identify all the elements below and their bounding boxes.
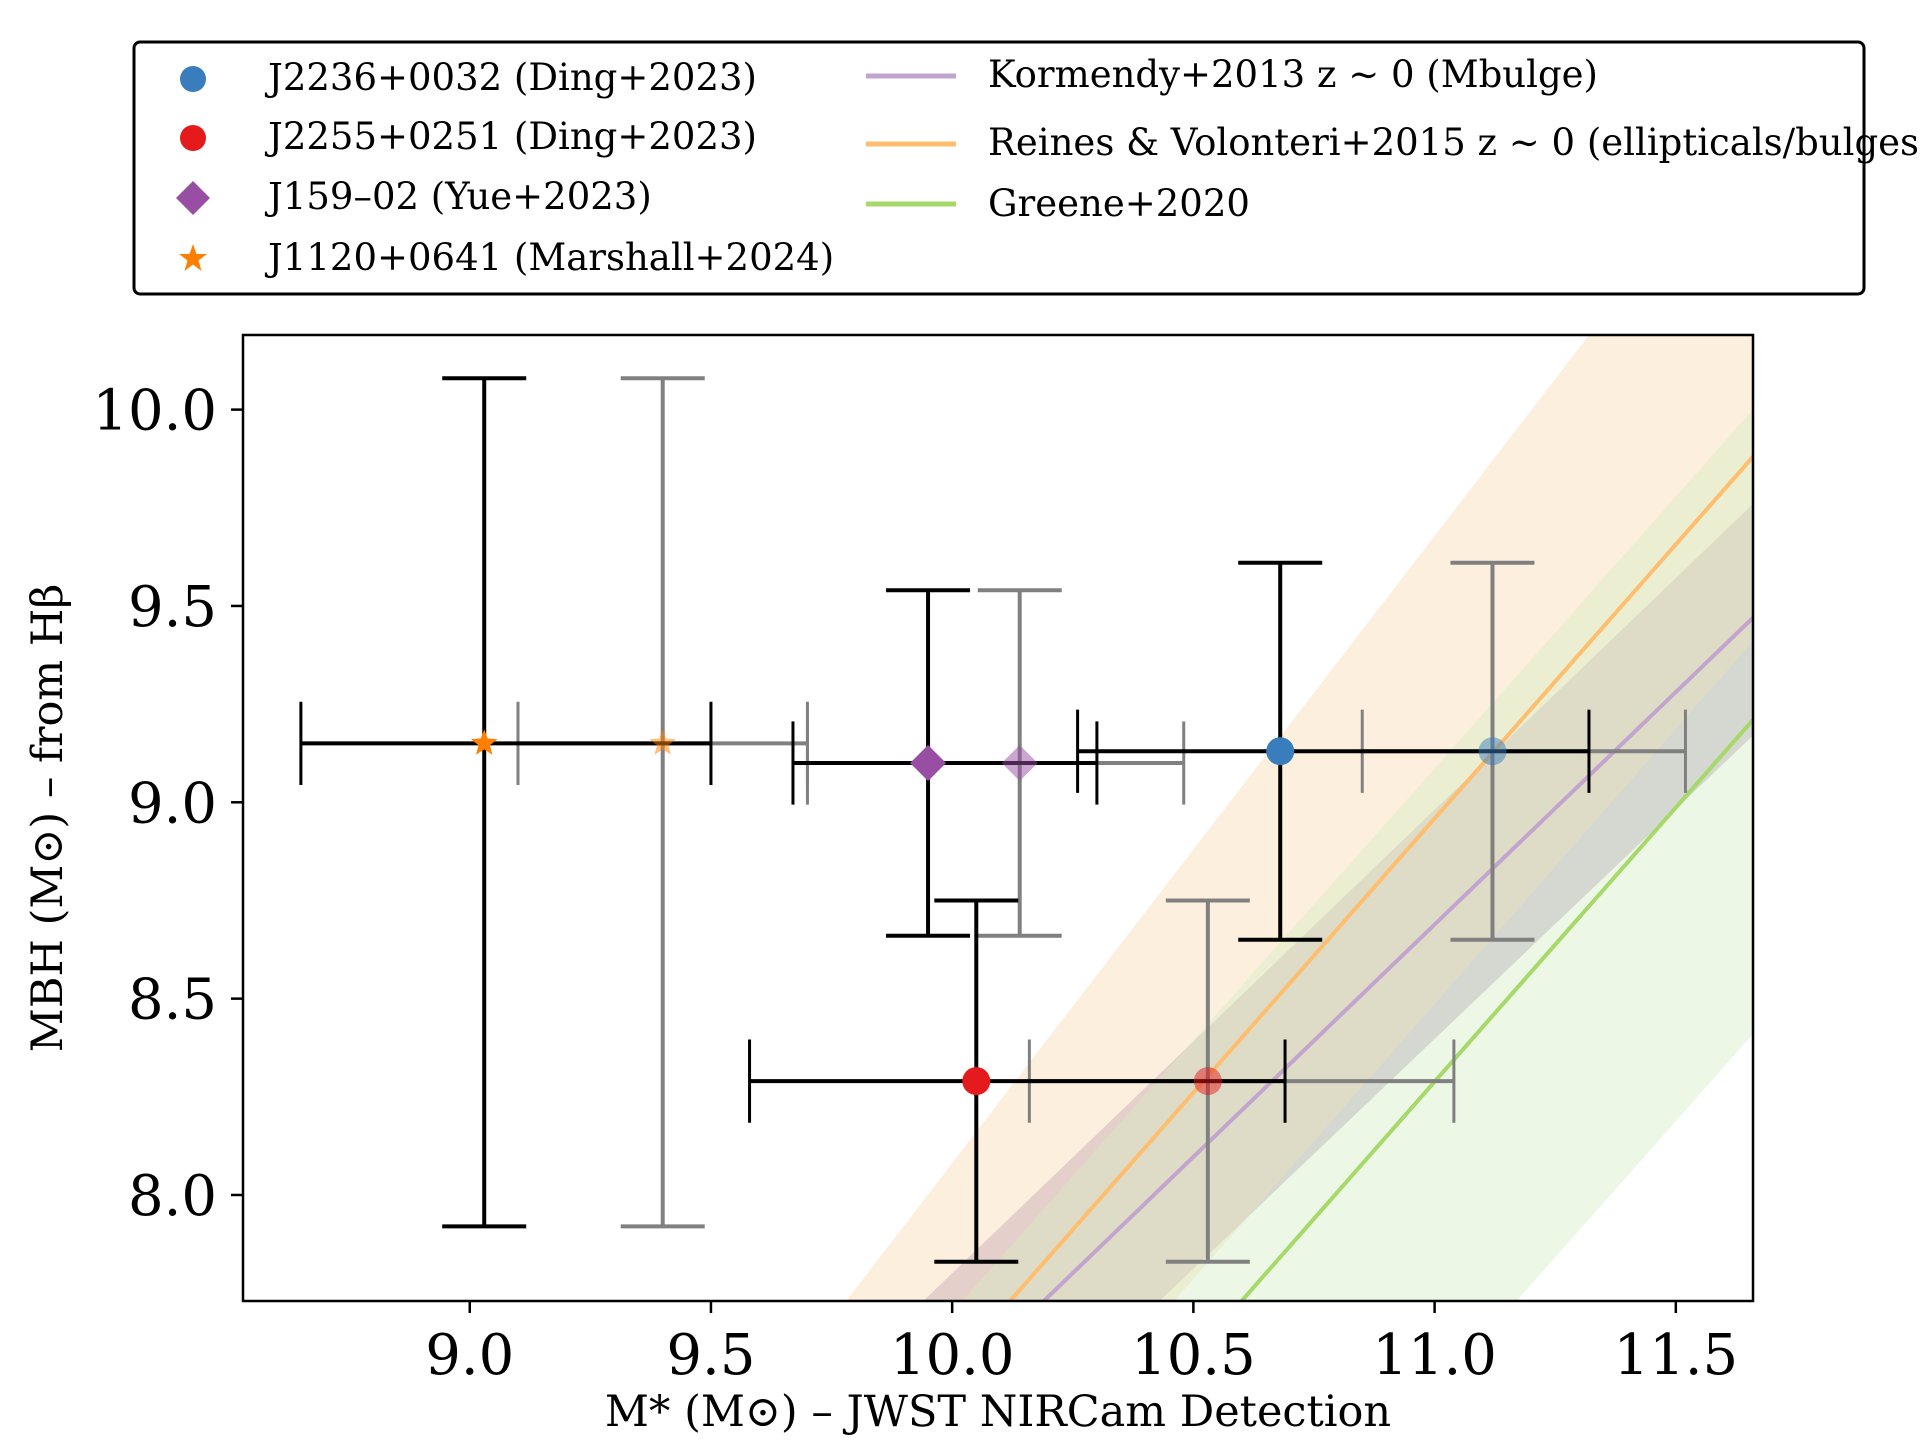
y-tick-label-2: 9.0 — [128, 771, 217, 836]
y-tick-label-3: 9.5 — [128, 575, 217, 640]
data-markers — [470, 729, 1507, 1096]
legend-label-j1120: J1120+0641 (Marshall+2024) — [264, 236, 834, 279]
plot-frame — [241, 333, 1755, 1303]
data-point-3-1 — [649, 729, 676, 755]
data-point-2-0 — [910, 745, 947, 782]
y-axis-label: MBH (M⊙) – from Hβ — [23, 584, 73, 1052]
relation-band-0 — [923, 503, 1753, 1301]
legend-reines-name: Reines & Volonteri+2015 — [988, 121, 1466, 164]
data-point-0-0 — [1266, 737, 1295, 766]
relation-line-0 — [1042, 616, 1753, 1301]
y-ticks: 8.0 8.5 9.0 9.5 10.0 — [92, 379, 243, 1229]
data-point-0-1 — [1478, 737, 1507, 766]
errorbar-3-1 — [516, 376, 809, 1229]
legend-label-j159: J159–02 (Yue+2023) — [264, 175, 652, 218]
x-ticks: 9.0 9.5 10.0 10.5 11.0 11.5 — [425, 1301, 1738, 1388]
legend-label-reines: Reines & Volonteri+2015 z ∼ 0 (elliptica… — [988, 121, 1920, 164]
errorbar-3-0 — [299, 376, 713, 1229]
relation-band-2 — [961, 409, 1753, 1301]
x-tick-label-1: 9.5 — [666, 1323, 755, 1388]
data-point-3-0 — [470, 729, 498, 755]
legend-marker-j1120 — [179, 244, 207, 271]
relation-line-1 — [1008, 455, 1753, 1301]
relation-lines — [1008, 455, 1753, 1301]
legend-label-j2255: J2255+0251 (Ding+2023) — [264, 115, 757, 158]
x-tick-label-2: 10.0 — [890, 1323, 1015, 1388]
x-tick-label-3: 10.5 — [1131, 1323, 1256, 1388]
x-tick-label-5: 11.5 — [1613, 1323, 1738, 1388]
data-point-1-1 — [1193, 1067, 1222, 1096]
legend-kormendy-name: Kormendy+2013 — [988, 53, 1305, 96]
x-tick-label-4: 11.0 — [1372, 1323, 1497, 1388]
data-point-2-1 — [1001, 745, 1038, 782]
legend-marker-j2255 — [180, 125, 206, 151]
relation-bands — [846, 335, 1753, 1301]
legend-label-j2236: J2236+0032 (Ding+2023) — [264, 56, 757, 99]
y-tick-label-1: 8.5 — [128, 968, 217, 1033]
data-point-1-0 — [962, 1067, 991, 1096]
y-tick-label-0: 8.0 — [128, 1164, 217, 1229]
legend-marker-j2236 — [180, 66, 206, 92]
relation-line-2 — [1240, 718, 1753, 1301]
legend-reines-suffix: z ∼ 0 (ellipticals/bulges) — [1478, 121, 1920, 164]
legend-label-kormendy: Kormendy+2013 z ∼ 0 (Mbulge) — [988, 53, 1598, 96]
legend-marker-j159 — [176, 181, 210, 215]
legend-label-greene: Greene+2020 — [988, 182, 1250, 225]
legend-box — [132, 40, 1866, 296]
relation-band-1 — [846, 335, 1753, 1301]
legend-kormendy-suffix: z ∼ 0 (Mbulge) — [1317, 53, 1598, 96]
x-axis-label: M* (M⊙) – JWST NIRCam Detection — [605, 1387, 1391, 1437]
y-tick-label-4: 10.0 — [92, 379, 217, 444]
x-tick-label-0: 9.0 — [425, 1323, 514, 1388]
